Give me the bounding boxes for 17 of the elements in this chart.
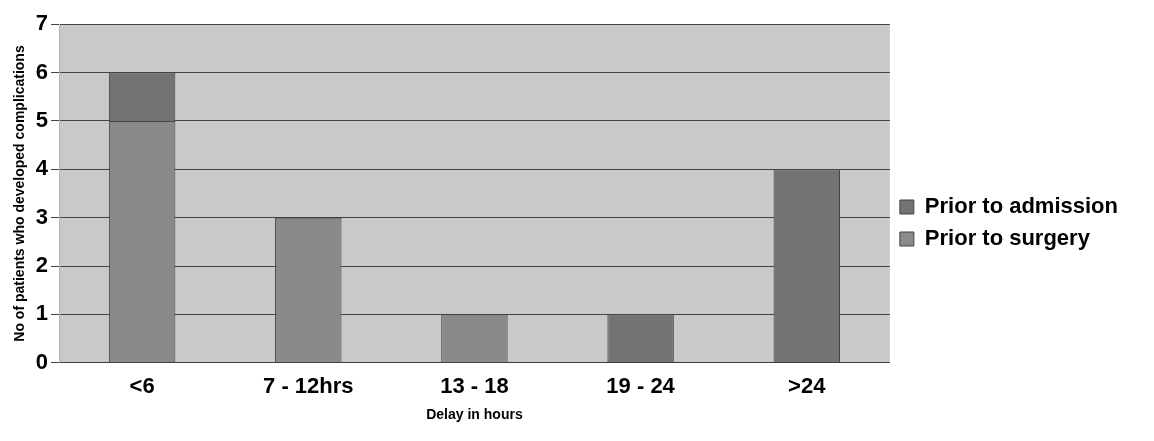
y-tick-label: 3	[35, 203, 49, 229]
y-tick-label: 0	[35, 348, 49, 374]
y-tick-label: 2	[35, 252, 49, 278]
legend-label: Prior to surgery	[924, 225, 1091, 251]
y-tick-label: 6	[35, 58, 49, 84]
x-tick-label: 13 - 18	[440, 373, 509, 399]
y-tick-label: 7	[35, 10, 49, 36]
y-tick-label: 1	[35, 300, 49, 326]
x-tick-label: 7 - 12hrs	[263, 373, 354, 399]
x-axis-title: Delay in hours	[426, 406, 523, 423]
y-axis-title: No of patients who developed complications	[11, 45, 28, 342]
y-tick-label: 4	[35, 155, 49, 181]
y-tick-label: 5	[35, 107, 49, 133]
x-tick-label: <6	[129, 373, 155, 399]
legend-label: Prior to admission	[924, 193, 1119, 219]
x-tick-label: >24	[788, 373, 827, 399]
x-tick-label: 19 - 24	[606, 373, 676, 399]
